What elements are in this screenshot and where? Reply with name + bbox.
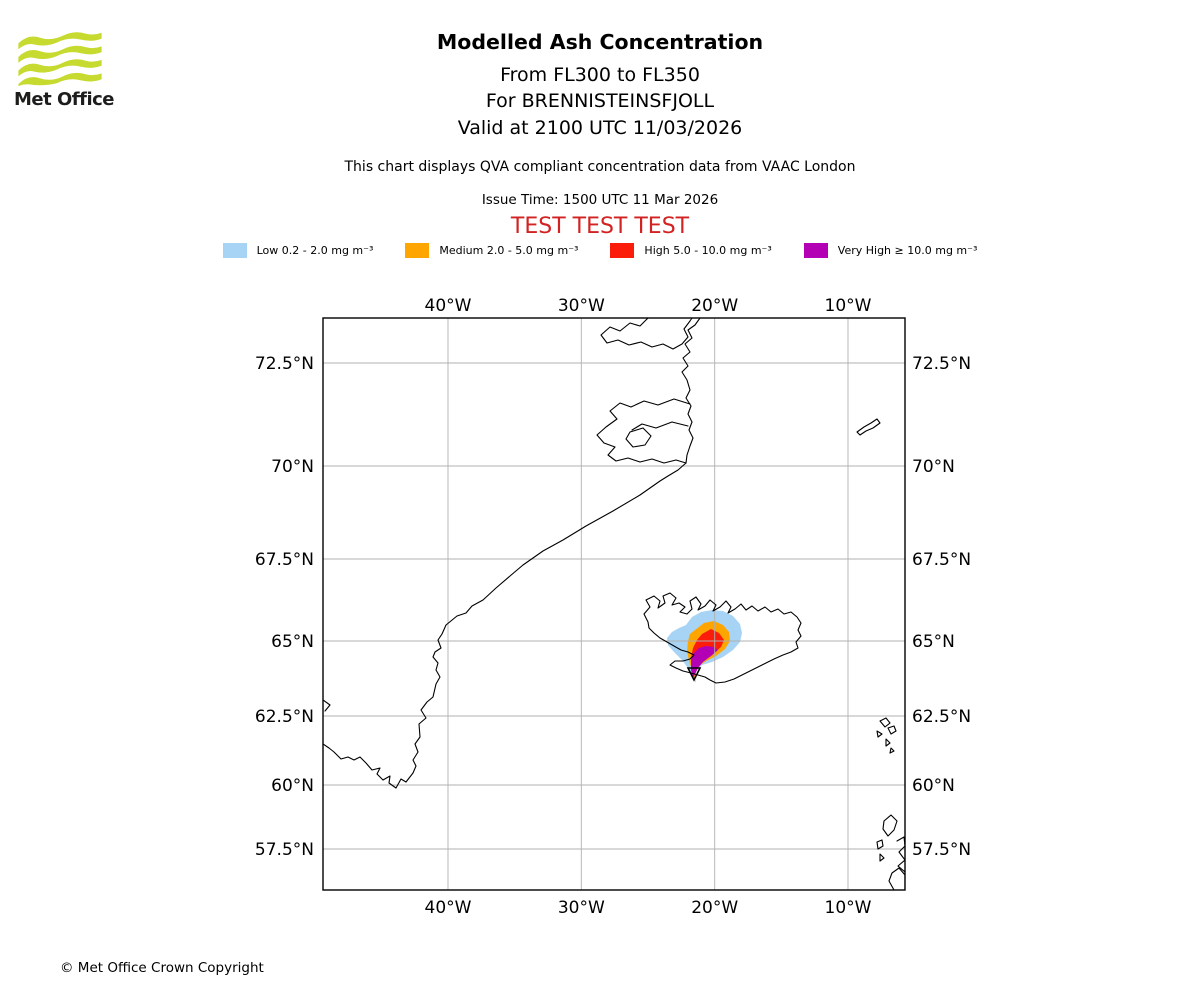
flight-level-range: From FL300 to FL350: [500, 64, 700, 86]
iceland-coastline: [643, 592, 802, 684]
legend-swatch-low: [222, 243, 247, 258]
legend-swatch-medium: [405, 243, 430, 258]
ash-concentration-map: 40°W 30°W 20°W 10°W 40°W 30°W 20°W 10°W …: [255, 296, 971, 918]
concentration-legend: Low 0.2 - 2.0 mg m⁻³ Medium 2.0 - 5.0 mg…: [0, 243, 1200, 258]
met-office-logo-waves-icon: [18, 32, 102, 86]
lat-tick-label-right: 72.5°N: [912, 354, 971, 374]
lat-tick-label-left: 65°N: [271, 632, 314, 652]
lon-tick-label-top: 10°W: [825, 296, 872, 316]
legend-label-high: High 5.0 - 10.0 mg m⁻³: [644, 244, 772, 257]
map-frame: [322, 317, 906, 891]
volcano-name: For BRENNISTEINSFJOLL: [485, 90, 715, 112]
valid-time: Valid at 2100 UTC 11/03/2026: [457, 117, 743, 139]
copyright-notice: © Met Office Crown Copyright: [60, 960, 264, 976]
lat-tick-label-left: 72.5°N: [255, 354, 314, 374]
lat-tick-label-right: 60°N: [912, 776, 955, 796]
lon-tick-label-top: 30°W: [558, 296, 605, 316]
legend-item-medium: Medium 2.0 - 5.0 mg m⁻³: [405, 243, 578, 258]
page-title: Modelled Ash Concentration: [436, 30, 764, 54]
lon-tick-label-bottom: 10°W: [825, 898, 872, 918]
test-banner: TEST TEST TEST: [510, 214, 690, 239]
lon-tick-label-bottom: 20°W: [691, 898, 738, 918]
lon-tick-label-bottom: 30°W: [558, 898, 605, 918]
lat-tick-label-left: 57.5°N: [255, 840, 314, 860]
lat-tick-label-right: 67.5°N: [912, 550, 971, 570]
lon-tick-label-top: 20°W: [691, 296, 738, 316]
lat-tick-label-right: 57.5°N: [912, 840, 971, 860]
lon-tick-label-top: 40°W: [425, 296, 472, 316]
lat-tick-label-left: 62.5°N: [255, 707, 314, 727]
lat-tick-label-right: 65°N: [912, 632, 955, 652]
map-gridlines: [323, 318, 905, 890]
lat-tick-label-left: 67.5°N: [255, 550, 314, 570]
scottish-islands: [876, 814, 905, 890]
volcano-marker-icon: [686, 667, 702, 682]
legend-item-high: High 5.0 - 10.0 mg m⁻³: [610, 243, 772, 258]
ash-plume: [667, 610, 742, 683]
lon-tick-label-bottom: 40°W: [425, 898, 472, 918]
lat-tick-label-left: 70°N: [271, 457, 314, 477]
lat-tick-label-right: 70°N: [912, 457, 955, 477]
met-office-logo: Met Office: [14, 26, 125, 110]
legend-swatch-very-high: [803, 243, 828, 258]
lat-tick-label-right: 62.5°N: [912, 707, 971, 727]
issue-time: Issue Time: 1500 UTC 11 Mar 2026: [481, 192, 719, 208]
legend-label-medium: Medium 2.0 - 5.0 mg m⁻³: [439, 244, 579, 257]
legend-label-very-high: Very High ≥ 10.0 mg m⁻³: [837, 244, 978, 257]
qva-description: This chart displays QVA compliant concen…: [344, 159, 856, 175]
ash-plume-very-high: [691, 646, 718, 678]
legend-item-very-high: Very High ≥ 10.0 mg m⁻³: [803, 243, 978, 258]
greenland-coastline: [323, 318, 701, 789]
legend-label-low: Low 0.2 - 2.0 mg m⁻³: [256, 244, 374, 257]
lat-tick-label-left: 60°N: [271, 776, 314, 796]
legend-swatch-high: [610, 243, 635, 258]
faroe-islands: [876, 717, 897, 754]
met-office-logo-text: Met Office: [14, 89, 115, 110]
legend-item-low: Low 0.2 - 2.0 mg m⁻³: [222, 243, 374, 258]
jan-mayen-island: [856, 418, 881, 436]
